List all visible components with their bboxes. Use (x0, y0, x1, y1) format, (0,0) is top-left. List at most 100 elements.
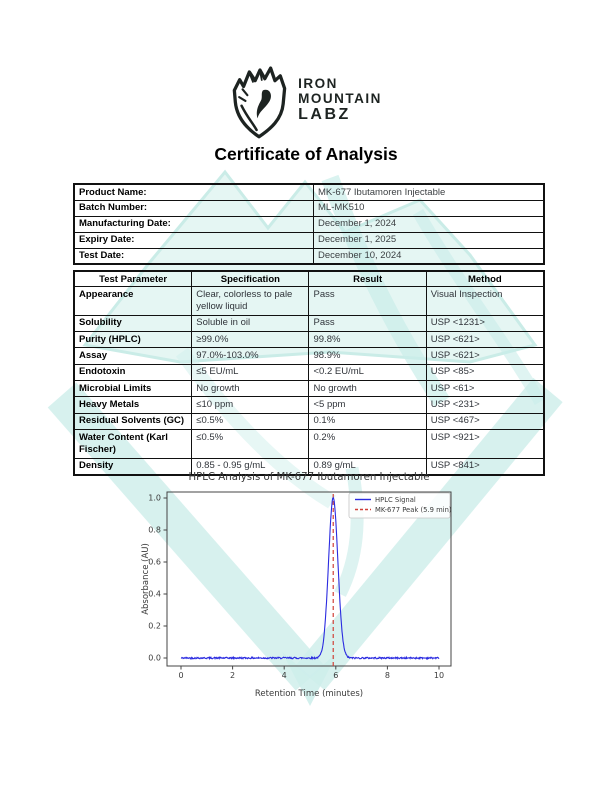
method-cell: USP <61> (425, 380, 545, 398)
product-field-label: Manufacturing Date: (73, 215, 314, 233)
x-tick-label: 10 (434, 671, 444, 680)
results-row: Endotoxin ≤5 EU/mL <0.2 EU/mL USP <85> (73, 363, 545, 382)
y-tick-label: 0.2 (148, 622, 161, 631)
results-row: Heavy Metals ≤10 ppm <5 ppm USP <231> (73, 396, 545, 414)
y-tick-label: 0.0 (148, 654, 161, 663)
logo-line-labz: LABZ (298, 106, 351, 123)
test-results-table: Test Parameter Specification Result Method … (73, 270, 545, 477)
x-axis-label: Retention Time (minutes) (255, 689, 363, 699)
result-cell: 98.9% (308, 347, 427, 365)
x-tick-label: 8 (385, 671, 390, 680)
brand-logo: IRON MOUNTAIN LABZ (0, 60, 612, 140)
page-title: Certificate of Analysis (214, 144, 398, 164)
product-info-row: Batch Number: ML-MK510 (73, 199, 545, 217)
result-cell: No growth (308, 380, 427, 398)
test-parameter-cell: Assay (73, 347, 193, 365)
method-cell: USP <621> (425, 331, 545, 349)
product-field-label: Batch Number: (73, 199, 314, 217)
y-axis-label: Absorbance (AU) (141, 543, 151, 615)
results-row: Density 0.85 - 0.95 g/mL 0.89 g/mL USP <841… (73, 457, 545, 476)
product-field-value: December 1, 2025 (313, 231, 545, 249)
product-field-value: MK-677 Ibutamoren Injectable (313, 183, 545, 201)
test-parameter-cell: Solubility (73, 314, 193, 333)
product-field-label: Expiry Date: (73, 231, 314, 249)
results-header-cell: Specification (191, 270, 310, 287)
product-field-value: December 10, 2024 (313, 247, 545, 265)
legend-box (348, 492, 451, 519)
plot-border (166, 491, 452, 667)
product-field-value: December 1, 2024 (313, 215, 545, 233)
product-info-row: Expiry Date: December 1, 2025 (73, 231, 545, 249)
product-info-row: Manufacturing Date: December 1, 2024 (73, 215, 545, 233)
result-cell: <0.2 EU/mL (308, 363, 427, 382)
brand-wordmark: IRON MOUNTAIN LABZ (298, 76, 382, 124)
logo-line-mountain: MOUNTAIN (298, 91, 382, 106)
results-header-cell: Result (308, 270, 427, 287)
method-cell: USP <467> (425, 412, 545, 431)
results-row: Water Content (Karl Fischer) ≤0.5% 0.2% USP… (73, 429, 545, 459)
x-tick-label: 4 (282, 671, 287, 680)
specification-cell: Clear, colorless to pale yellow liquid (191, 286, 310, 316)
product-field-label: Product Name: (73, 183, 314, 201)
product-info-table: Product Name: MK-677 Ibutamoren Injectabl… (73, 183, 545, 266)
result-cell: 0.1% (308, 412, 427, 431)
y-tick-label: 1.0 (148, 494, 161, 503)
specification-cell: ≤10 ppm (191, 396, 310, 414)
test-parameter-cell: Heavy Metals (73, 396, 193, 414)
mountain-shield-icon (232, 66, 287, 139)
results-header-cell: Method (425, 270, 545, 287)
specification-cell: ≤5 EU/mL (191, 363, 310, 382)
y-tick-label: 0.6 (148, 558, 161, 567)
legend-marker-label: MK-677 Peak (5.9 min) (375, 506, 452, 514)
y-tick-label: 0.8 (148, 526, 161, 535)
method-cell: USP <1231> (425, 314, 545, 333)
method-cell: USP <621> (425, 347, 545, 365)
method-cell: USP <85> (425, 363, 545, 382)
results-row: Appearance Clear, colorless to pale yello… (73, 286, 545, 316)
product-info-row: Test Date: December 10, 2024 (73, 247, 545, 265)
method-cell: USP <841> (425, 457, 545, 476)
results-row: Assay 97.0%-103.0% 98.9% USP <621> (73, 347, 545, 365)
results-row: Residual Solvents (GC) ≤0.5% 0.1% USP <467> (73, 412, 545, 431)
specification-cell: ≤0.5% (191, 412, 310, 431)
method-cell: USP <921> (425, 429, 545, 459)
result-cell: <5 ppm (308, 396, 427, 414)
test-parameter-cell: Endotoxin (73, 363, 193, 382)
y-tick-label: 0.4 (148, 590, 161, 599)
result-cell: Pass (308, 314, 427, 333)
x-tick-label: 0 (178, 671, 183, 680)
method-cell: Visual Inspection (425, 286, 545, 316)
logo-line-iron: IRON (298, 76, 338, 91)
results-header-row: Test Parameter Specification Result Method (73, 270, 545, 287)
test-parameter-cell: Water Content (Karl Fischer) (73, 429, 193, 459)
specification-cell: ≥99.0% (191, 331, 310, 349)
chart-title: HPLC Analysis of MK-677 Ibutamoren Injec… (188, 472, 429, 483)
hplc-chart: HPLC Analysis of MK-677 Ibutamoren Injec… (139, 466, 473, 706)
result-cell: 0.2% (308, 429, 427, 459)
product-info-rows: Product Name: MK-677 Ibutamoren Injectabl… (73, 183, 545, 265)
specification-cell: 97.0%-103.0% (191, 347, 310, 365)
legend-signal-label: HPLC Signal (375, 496, 416, 504)
x-tick-label: 6 (333, 671, 338, 680)
specification-cell: Soluble in oil (191, 314, 310, 333)
product-field-label: Test Date: (73, 247, 314, 265)
product-field-value: ML-MK510 (313, 199, 545, 217)
method-cell: USP <231> (425, 396, 545, 414)
results-row: Purity (HPLC) ≥99.0% 99.8% USP <621> (73, 331, 545, 349)
hplc-signal-line (180, 496, 440, 661)
x-tick-label: 2 (230, 671, 235, 680)
result-cell: 0.89 g/mL (308, 457, 427, 476)
test-parameter-cell: Microbial Limits (73, 380, 193, 398)
specification-cell: No growth (191, 380, 310, 398)
results-row: Solubility Soluble in oil Pass USP <1231> (73, 314, 545, 333)
product-info-row: Product Name: MK-677 Ibutamoren Injectabl… (73, 183, 545, 201)
specification-cell: ≤0.5% (191, 429, 310, 459)
test-parameter-cell: Appearance (73, 286, 193, 316)
results-body: Appearance Clear, colorless to pale yello… (73, 286, 545, 476)
results-row: Microbial Limits No growth No growth USP <6… (73, 380, 545, 398)
result-cell: Pass (308, 286, 427, 316)
test-parameter-cell: Residual Solvents (GC) (73, 412, 193, 431)
result-cell: 99.8% (308, 331, 427, 349)
results-header-cell: Test Parameter (73, 270, 193, 287)
